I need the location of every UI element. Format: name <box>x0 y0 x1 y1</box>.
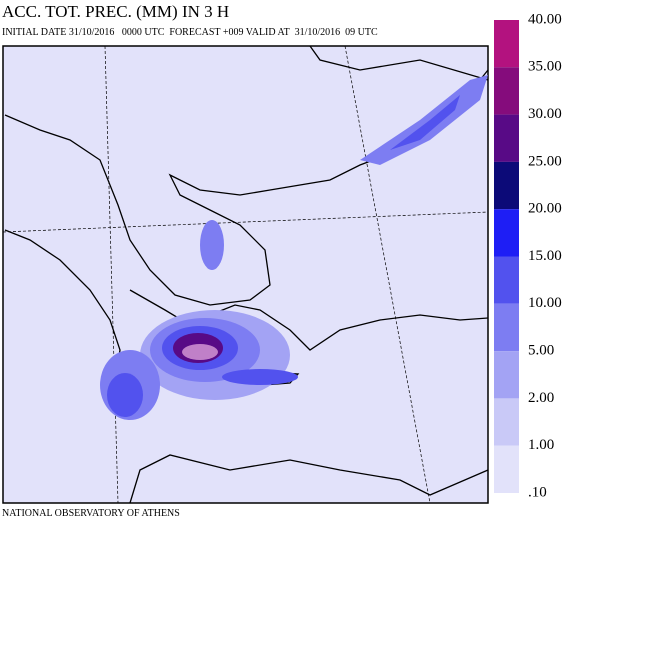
map-frame <box>2 45 489 504</box>
legend-label: .10 <box>528 484 547 500</box>
coastline <box>309 45 489 81</box>
precip-area <box>222 369 298 385</box>
title: ACC. TOT. PREC. (MM) IN 3 H <box>2 2 229 21</box>
legend-label: 2.00 <box>528 390 554 406</box>
lon-line <box>344 45 431 504</box>
subtitle: INITIAL DATE 31/10/2016 0000 UTC FORECAS… <box>2 27 378 38</box>
legend-swatch <box>494 67 519 115</box>
legend-label: 30.00 <box>528 106 562 122</box>
map <box>2 45 489 504</box>
legend-swatch <box>494 398 519 446</box>
legend-label: 20.00 <box>528 201 562 217</box>
legend-label: 5.00 <box>528 343 554 359</box>
precip-area <box>200 220 224 270</box>
precip-area <box>360 75 488 165</box>
legend-label: 35.00 <box>528 59 562 75</box>
legend-label: 10.00 <box>528 295 562 311</box>
legend-label: 15.00 <box>528 248 562 264</box>
legend-label: 1.00 <box>528 437 554 453</box>
legend-swatch <box>494 161 519 210</box>
coastline <box>4 69 489 306</box>
legend-label: 40.00 <box>528 11 562 27</box>
lat-line <box>2 211 489 233</box>
precip-area <box>107 373 143 417</box>
precip-area <box>182 344 218 360</box>
legend-swatch <box>494 256 519 304</box>
legend-swatch <box>494 351 519 399</box>
coastline <box>129 454 489 504</box>
footer: NATIONAL OBSERVATORY OF ATHENS <box>2 508 180 519</box>
legend-label: 25.00 <box>528 153 562 169</box>
lon-line <box>104 45 119 504</box>
legend-swatch <box>494 209 519 257</box>
legend-swatch <box>494 20 519 68</box>
coastline <box>4 229 121 381</box>
legend: 40.00 35.00 30.00 25.00 20.00 15.00 10.00 5.00 2… <box>494 11 562 500</box>
precipitation <box>100 75 488 420</box>
legend-swatch <box>494 445 519 493</box>
legend-swatch <box>494 114 519 162</box>
legend-swatch <box>494 303 519 352</box>
